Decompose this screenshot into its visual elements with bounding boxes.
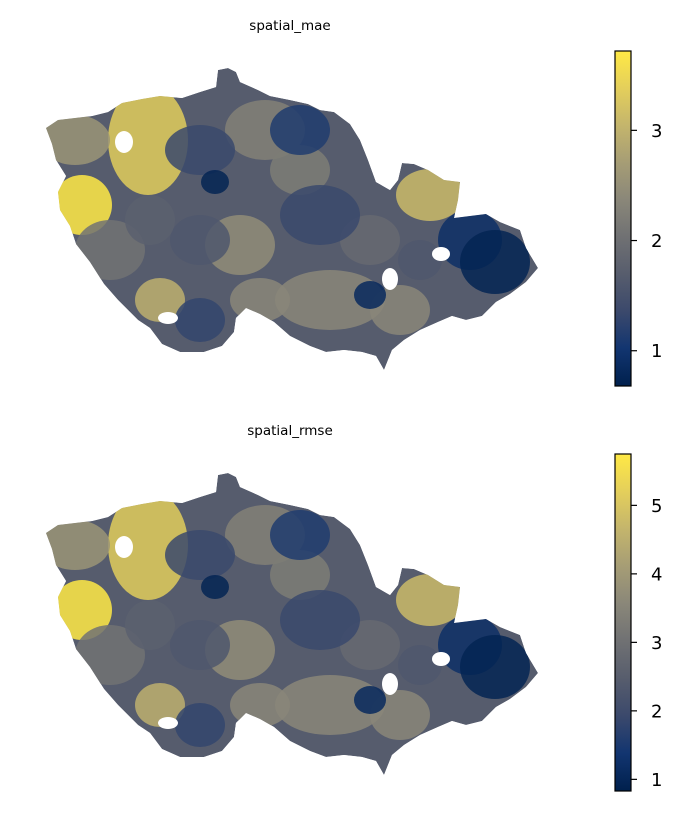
region-fill (52, 580, 112, 640)
missing-region (382, 268, 398, 290)
missing-region (115, 131, 133, 153)
region-fill (275, 675, 385, 735)
region-fill (354, 686, 386, 714)
region-fill (135, 683, 185, 727)
missing-region (432, 247, 450, 261)
missing-region (432, 652, 450, 666)
colorbar-tick-label: 4 (651, 564, 662, 585)
region-fill (165, 530, 235, 580)
region-fill (46, 115, 110, 165)
missing-region (158, 312, 178, 324)
region-fill (354, 281, 386, 309)
colorbar-tick-label: 3 (651, 633, 662, 654)
region-fill (230, 278, 290, 322)
region-fill (46, 520, 110, 570)
region-fill (170, 620, 230, 670)
region-fill (125, 195, 175, 245)
colorbar-tick-label: 2 (651, 701, 662, 722)
region-fill (460, 635, 530, 699)
region-fill (270, 510, 330, 560)
region-fill (396, 169, 464, 221)
region-fill (165, 125, 235, 175)
region-fill (270, 145, 330, 195)
region-fill (135, 278, 185, 322)
region-fill (201, 170, 229, 194)
colorbar-tick-label: 2 (651, 231, 662, 252)
region-fill (398, 645, 442, 685)
region-fill (275, 270, 385, 330)
missing-region (115, 536, 133, 558)
colorbar-tick-label: 1 (651, 341, 662, 362)
choropleth-map-mae: 1 2 3 (46, 50, 662, 387)
region-fill (270, 550, 330, 600)
colorbar-gradient (614, 50, 632, 387)
missing-region (158, 717, 178, 729)
colorbar: 1 2 3 4 5 (614, 453, 662, 792)
panel-title: spatial_rmse (247, 423, 333, 439)
region-fill (280, 185, 360, 245)
region-fill (270, 105, 330, 155)
region-fill (108, 85, 188, 195)
colorbar-gradient (614, 453, 632, 792)
region-fill (125, 600, 175, 650)
region-fill (201, 575, 229, 599)
region-fill (396, 574, 464, 626)
region-fill (175, 703, 225, 747)
region-fill (108, 490, 188, 600)
region-fill (460, 230, 530, 294)
region-fill (280, 590, 360, 650)
region-fill (175, 298, 225, 342)
region-fill (75, 625, 145, 685)
missing-region (382, 673, 398, 695)
region-fill (170, 215, 230, 265)
region-fill (52, 175, 112, 235)
colorbar-tick-label: 5 (651, 496, 662, 517)
map-panel-rmse: spatial_rmse 1 2 3 4 5 (0, 405, 686, 815)
choropleth-map-rmse: 1 2 3 4 5 (46, 453, 662, 792)
map-panel-mae: spatial_mae 1 2 3 (0, 0, 686, 405)
colorbar-tick-label: 3 (651, 121, 662, 142)
colorbar: 1 2 3 (614, 50, 662, 387)
panel-title: spatial_mae (249, 18, 331, 34)
region-fill (398, 240, 442, 280)
region-fill (230, 683, 290, 727)
region-fill (75, 220, 145, 280)
colorbar-tick-label: 1 (651, 770, 662, 791)
